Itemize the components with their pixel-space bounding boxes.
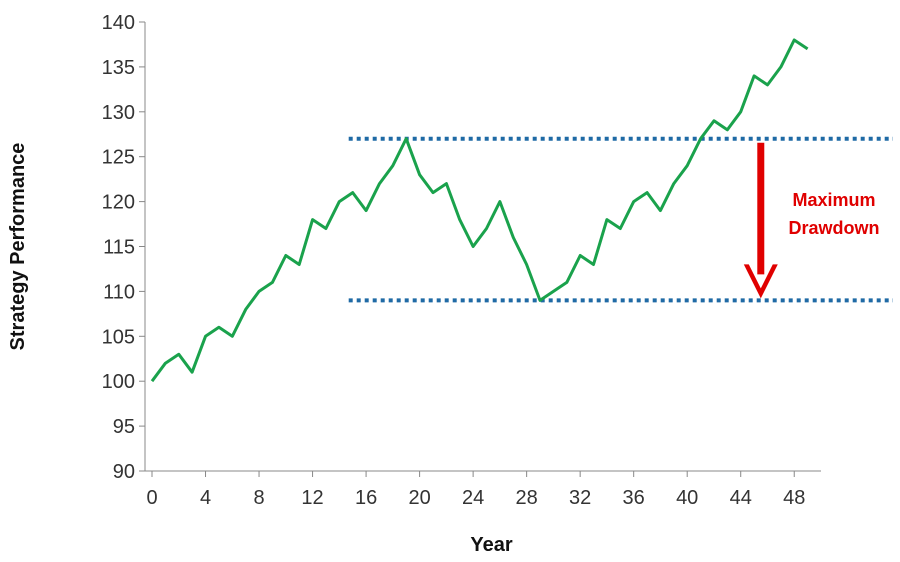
y-tick-label: 95 [113, 416, 135, 438]
y-axis-title: Strategy Performance [7, 143, 29, 351]
y-tick-label: 115 [103, 237, 135, 259]
series-line [150, 38, 809, 383]
y-tick-label: 125 [102, 147, 135, 169]
x-tick-label: 16 [355, 487, 377, 509]
y-tick-label: 120 [102, 192, 135, 214]
x-tick-label: 40 [676, 487, 698, 509]
drawdown-arrow [743, 142, 778, 299]
arrow-head [743, 264, 778, 299]
x-tick-label: 48 [783, 487, 805, 509]
x-tick-label: 32 [569, 487, 591, 509]
x-tick-label: 20 [408, 487, 430, 509]
x-tick-label: 4 [200, 487, 211, 509]
x-tick-label: 12 [301, 487, 323, 509]
annotation-label-line1: Maximum [792, 190, 875, 210]
y-tick-label: 110 [103, 281, 135, 303]
y-tick-label: 100 [102, 371, 135, 393]
y-tick-label: 90 [113, 461, 135, 483]
y-tick-label: 135 [102, 57, 135, 79]
series-layer [150, 38, 809, 383]
y-tick-label: 105 [102, 326, 135, 348]
x-tick-label: 28 [516, 487, 538, 509]
annotation-label-line2: Drawdown [788, 218, 879, 238]
x-tick-label: 36 [623, 487, 645, 509]
y-tick-label: 140 [102, 12, 135, 34]
y-tick-label: 130 [102, 102, 135, 124]
x-tick-label: 44 [730, 487, 752, 509]
x-axis-title: Year [470, 534, 512, 556]
x-tick-label: 8 [253, 487, 264, 509]
x-tick-label: 0 [146, 487, 157, 509]
x-tick-label: 24 [462, 487, 484, 509]
reference-lines [348, 136, 893, 303]
